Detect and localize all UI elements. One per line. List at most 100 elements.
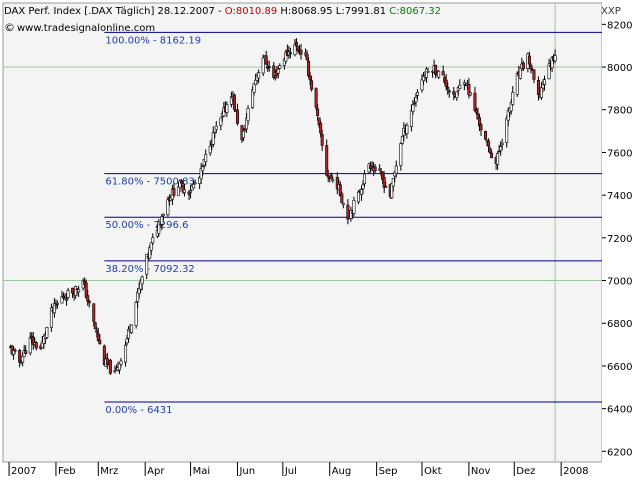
candle-body — [293, 44, 297, 55]
candle — [267, 60, 271, 72]
candle — [518, 67, 522, 80]
header-low: L:7991.81 — [333, 6, 386, 17]
candle-body — [92, 303, 96, 322]
candle-body — [532, 69, 536, 80]
candle-body — [307, 60, 311, 77]
candle-body — [477, 117, 481, 127]
candle-body — [468, 92, 472, 96]
candle-body — [189, 190, 193, 193]
candle-body — [28, 337, 32, 354]
candle — [264, 50, 268, 66]
y-tick-label: 6800 — [607, 319, 632, 330]
candle-body — [505, 118, 509, 143]
candle — [496, 151, 500, 170]
header-open: O:8010.89 — [225, 6, 277, 17]
candle-body — [487, 140, 491, 147]
candle-body — [499, 146, 503, 152]
candle-body — [426, 71, 430, 73]
candle — [511, 86, 515, 106]
candle-body — [314, 88, 318, 108]
candle — [157, 219, 161, 237]
candle — [77, 285, 81, 297]
candle-body — [49, 307, 53, 328]
candle-body — [65, 298, 69, 301]
candle-body — [458, 84, 462, 89]
candle-body — [95, 330, 99, 333]
candle — [325, 139, 329, 176]
candle — [338, 181, 342, 197]
candle — [543, 75, 547, 91]
candle-body — [441, 71, 445, 76]
candle-body — [214, 125, 218, 130]
candle — [479, 122, 483, 136]
candle-body — [242, 130, 246, 139]
candle — [467, 77, 471, 99]
candle — [201, 164, 205, 176]
candle-body — [87, 300, 91, 304]
candle — [193, 179, 197, 185]
source-credit: © www.tradesignalonline.com — [4, 21, 155, 34]
candle — [24, 345, 28, 355]
candle-body — [288, 52, 292, 55]
candle — [373, 163, 377, 174]
candle-body — [316, 108, 320, 116]
candle — [458, 79, 462, 90]
candle — [235, 103, 239, 126]
candle — [341, 203, 345, 209]
y-tick-label: 6600 — [607, 362, 632, 373]
candle-body — [518, 67, 522, 79]
y-tick-label: 6200 — [607, 447, 632, 458]
candle — [331, 176, 335, 183]
candle-body — [161, 213, 165, 217]
candle-body — [18, 350, 22, 363]
candle-body — [204, 153, 208, 163]
candle-body — [299, 49, 303, 55]
candle-body — [412, 101, 416, 104]
fibonacci-levels: 100.00% - 8162.19 61.80% - 7500.83 50.00% … — [104, 31, 602, 416]
candle-body — [543, 79, 547, 85]
candle — [55, 300, 59, 309]
candle-body — [326, 175, 330, 178]
candle — [251, 86, 255, 109]
candle-body — [284, 52, 288, 62]
x-tick-label: Okt — [424, 466, 442, 477]
candle-body — [96, 333, 100, 341]
candle-body — [553, 55, 557, 62]
candle — [28, 332, 32, 356]
candle — [261, 54, 265, 77]
plot-area — [2, 2, 603, 463]
fib-level-label: 0.00% - 6431 — [105, 405, 172, 416]
candle-body — [172, 188, 176, 196]
fib-level-label: 100.00% - 8162.19 — [105, 35, 201, 46]
y-tick-label: 7000 — [607, 277, 632, 288]
candle — [394, 160, 398, 178]
candle-body — [467, 84, 471, 96]
candle-body — [267, 66, 271, 69]
candle-body — [208, 145, 212, 154]
candle-body — [497, 150, 501, 153]
x-tick-label: Mrz — [100, 466, 118, 477]
candle-body — [346, 204, 350, 220]
candle — [409, 104, 413, 132]
candle — [284, 49, 288, 64]
x-tick-label: 2007 — [11, 466, 36, 477]
candle — [113, 365, 117, 374]
candle — [536, 76, 540, 101]
x-tick-label: Feb — [58, 466, 76, 477]
x-tick-label: Nov — [471, 466, 491, 477]
candle-body — [24, 350, 28, 354]
candle — [214, 121, 218, 134]
candle — [316, 104, 320, 121]
y-tick-label: 7400 — [607, 191, 632, 202]
candle-body — [437, 70, 441, 78]
candle-body — [261, 57, 265, 74]
y-tick-label: 6400 — [607, 405, 632, 416]
candle-body — [340, 193, 344, 203]
candle-body — [225, 104, 229, 113]
chart-header: DAX Perf. Index [.DAX Täglich] 28.12.200… — [4, 6, 441, 17]
candle-body — [319, 123, 323, 134]
y-tick-label: 7600 — [607, 148, 632, 159]
y-tick-label: 7800 — [607, 106, 632, 117]
candle-body — [509, 102, 513, 112]
candle — [314, 87, 318, 111]
